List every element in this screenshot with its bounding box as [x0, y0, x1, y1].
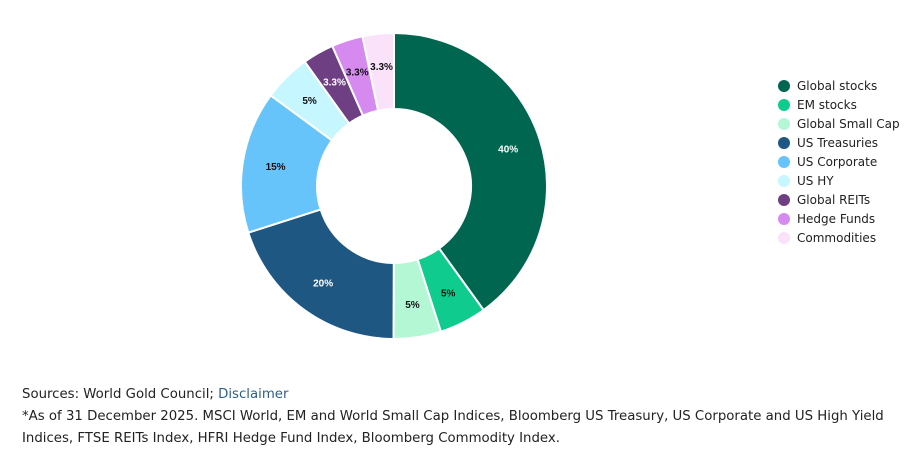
slice-label-hedge-funds: 3.3% — [346, 67, 369, 78]
legend-marker-global-stocks[interactable] — [778, 80, 790, 92]
sources-text: Sources: World Gold Council; — [22, 387, 219, 402]
legend-label-commodities[interactable]: Commodities — [797, 231, 876, 245]
donut-chart: 40%5%5%20%15%5%3.3%3.3% 3.3% Global stock… — [240, 31, 900, 341]
slice-label-us-corporate: 15% — [266, 162, 286, 173]
legend-label-us-treasuries[interactable]: US Treasuries — [797, 136, 878, 150]
sources-line: Sources: World Gold Council; Disclaimer — [22, 384, 892, 406]
slice-global-stocks[interactable] — [393, 31, 548, 312]
legend-label-em-stocks[interactable]: EM stocks — [797, 98, 857, 112]
slice-us-corporate[interactable] — [240, 94, 334, 234]
legend-marker-global-reits[interactable] — [778, 194, 790, 206]
slice-label-global-stocks: 40% — [498, 145, 518, 156]
slice-commodities[interactable] — [361, 31, 395, 112]
slice-label-us-treasuries: 20% — [313, 278, 333, 289]
legend-label-hedge-funds[interactable]: Hedge Funds — [797, 212, 875, 226]
slice-label-global-small-cap: 5% — [405, 300, 420, 311]
footnote: *As of 31 December 2025. MSCI World, EM … — [22, 409, 884, 446]
legend-label-global-stocks[interactable]: Global stocks — [797, 79, 877, 93]
legend-marker-em-stocks[interactable] — [778, 99, 790, 111]
slice-label-us-hy: 5% — [302, 96, 317, 107]
legend-marker-global-small-cap[interactable] — [778, 118, 790, 130]
donut-slices — [240, 31, 548, 341]
legend-label-us-hy[interactable]: US HY — [797, 174, 834, 188]
slice-labels: 40%5%5%20%15%5%3.3%3.3% 3.3% — [266, 62, 519, 311]
legend: Global stocks EM stocks Global Small Cap US… — [778, 79, 900, 245]
legend-marker-hedge-funds[interactable] — [778, 213, 790, 225]
legend-marker-us-corporate[interactable] — [778, 156, 790, 168]
chart-footer: Sources: World Gold Council; Disclaimer … — [22, 384, 892, 450]
legend-marker-commodities[interactable] — [778, 232, 790, 244]
slice-us-treasuries[interactable] — [247, 208, 395, 341]
legend-marker-us-hy[interactable] — [778, 175, 790, 187]
disclaimer-link[interactable]: Disclaimer — [218, 387, 289, 402]
slice-label-global-reits: 3.3% — [323, 77, 346, 88]
legend-label-global-reits[interactable]: Global REITs — [797, 193, 870, 207]
slice-label-commodities: 3.3% — [370, 62, 393, 73]
slice-label-em-stocks: 5% — [441, 289, 456, 300]
legend-label-us-corporate[interactable]: US Corporate — [797, 155, 877, 169]
legend-marker-us-treasuries[interactable] — [778, 137, 790, 149]
legend-label-global-small-cap[interactable]: Global Small Cap — [797, 117, 900, 131]
